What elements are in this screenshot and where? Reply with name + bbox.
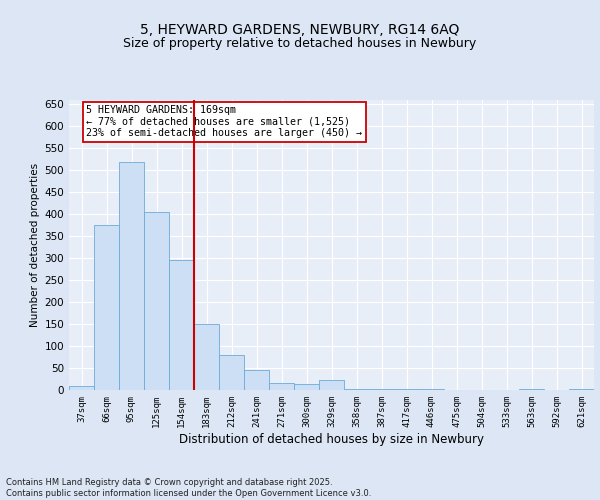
- Bar: [69, 386, 94, 390]
- Bar: [244, 370, 269, 390]
- Bar: [294, 384, 319, 390]
- Text: Size of property relative to detached houses in Newbury: Size of property relative to detached ho…: [124, 38, 476, 51]
- Text: Contains HM Land Registry data © Crown copyright and database right 2025.
Contai: Contains HM Land Registry data © Crown c…: [6, 478, 371, 498]
- X-axis label: Distribution of detached houses by size in Newbury: Distribution of detached houses by size …: [179, 432, 484, 446]
- Bar: [394, 388, 419, 390]
- Bar: [344, 388, 369, 390]
- Bar: [119, 162, 144, 390]
- Bar: [369, 388, 394, 390]
- Bar: [144, 212, 169, 390]
- Bar: [519, 388, 544, 390]
- Text: 5 HEYWARD GARDENS: 169sqm
← 77% of detached houses are smaller (1,525)
23% of se: 5 HEYWARD GARDENS: 169sqm ← 77% of detac…: [86, 106, 362, 138]
- Bar: [269, 384, 294, 390]
- Y-axis label: Number of detached properties: Number of detached properties: [30, 163, 40, 327]
- Bar: [169, 260, 194, 390]
- Bar: [419, 388, 444, 390]
- Bar: [319, 380, 344, 390]
- Text: 5, HEYWARD GARDENS, NEWBURY, RG14 6AQ: 5, HEYWARD GARDENS, NEWBURY, RG14 6AQ: [140, 22, 460, 36]
- Bar: [94, 225, 119, 390]
- Bar: [219, 355, 244, 390]
- Bar: [569, 388, 594, 390]
- Bar: [194, 324, 219, 390]
